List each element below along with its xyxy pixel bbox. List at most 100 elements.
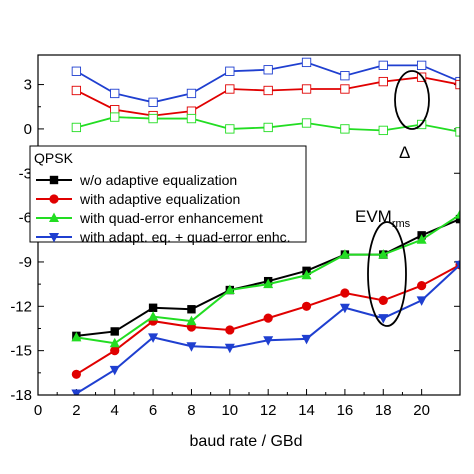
- evm-series-point: [224, 284, 235, 295]
- evm-series-point: [71, 331, 82, 342]
- y-tick-label: -18: [10, 387, 32, 404]
- evm-series-point: [148, 333, 159, 343]
- legend-entries: w/o adaptive equalization with adaptive e…: [36, 172, 291, 245]
- x-tick-label: 6: [149, 402, 157, 419]
- evm-series-point: [378, 249, 389, 259]
- delta-series-point: [378, 76, 388, 87]
- evm-series-point: [187, 305, 196, 314]
- legend-label: with adaptive equalization: [79, 191, 240, 207]
- evm-series-point: [263, 313, 273, 323]
- delta-series-point: [340, 124, 350, 134]
- y-tick-label: -6: [19, 210, 32, 227]
- delta-series-point: [71, 122, 82, 133]
- delta-series-0: [71, 57, 460, 107]
- delta-series-point: [71, 66, 82, 76]
- evm-series-point: [301, 301, 312, 311]
- legend-box: [29, 145, 307, 243]
- delta-series-point: [301, 84, 312, 94]
- axis-ticks: 0 2 4 6 8 10 12 14 16 18 20 3 0 -3 -6 -9 -12 -15 -18: [10, 77, 460, 419]
- legend-entry: w/o adaptive equalization: [36, 172, 237, 188]
- evm-series-point: [224, 343, 235, 354]
- evm-series-point: [416, 296, 427, 306]
- delta-series-point: [186, 88, 197, 99]
- evm-series-point: [416, 234, 427, 244]
- delta-label: Δ: [399, 143, 410, 162]
- evm-series-point: [339, 303, 350, 314]
- annotation-evm: EVMrms: [355, 207, 411, 327]
- delta-series-point: [301, 57, 312, 68]
- delta-series-line: [75, 76, 460, 117]
- x-tick-label: 10: [221, 402, 238, 419]
- evm-ellipse: [367, 221, 407, 327]
- delta-series-point: [416, 60, 427, 70]
- legend: QPSK w/o adaptive equalization with adapt…: [29, 145, 307, 245]
- x-tick-label: 4: [111, 402, 119, 419]
- x-tick-label: 8: [187, 402, 195, 419]
- legend-entry: with adaptive equalization: [36, 191, 240, 207]
- evm-series-point: [417, 281, 427, 291]
- delta-series-point: [148, 113, 158, 124]
- delta-series-point: [186, 113, 197, 124]
- evm-series-point: [71, 389, 82, 395]
- delta-series-2: [71, 112, 460, 137]
- evm-series-point: [263, 336, 274, 346]
- evm-series-point: [71, 369, 81, 379]
- evm-series-point: [455, 260, 460, 271]
- x-tick-label: 2: [72, 402, 80, 419]
- legend-label: with quad-error enhancement: [79, 210, 263, 226]
- x-tick-label: 14: [298, 402, 315, 419]
- evm-series-point: [110, 346, 120, 356]
- legend-entry: with quad-error enhancement: [36, 210, 263, 226]
- legend-swatch-marker: [49, 194, 59, 204]
- evm-series-point: [455, 214, 460, 224]
- evm-series-2: [71, 209, 460, 348]
- evm-series-point: [263, 278, 274, 289]
- delta-series-point: [225, 124, 235, 134]
- evm-series-point: [339, 249, 350, 259]
- evm-series-point: [455, 209, 460, 219]
- delta-series-point: [378, 125, 388, 136]
- delta-series-point: [110, 112, 120, 122]
- legend-swatch-marker: [49, 175, 59, 185]
- y-tick-label: -15: [10, 343, 32, 360]
- y-tick-label: -12: [10, 298, 32, 315]
- delta-series-point: [263, 122, 273, 133]
- evm-label-base: EVM: [355, 207, 392, 226]
- delta-series-point: [340, 84, 350, 94]
- y-tick-label: 0: [24, 121, 32, 138]
- x-tick-label: 0: [34, 402, 42, 419]
- delta-series-point: [263, 85, 273, 96]
- y-tick-label: 3: [24, 77, 32, 94]
- evm-series-point: [186, 315, 197, 326]
- delta-series-point: [225, 66, 235, 76]
- x-axis-title: baud rate / GBd: [190, 433, 303, 450]
- evm-series-point: [148, 303, 158, 312]
- legend-entry: with adapt. eq. + quad-error enhc.: [36, 229, 291, 245]
- evm-label: EVMrms: [355, 207, 411, 230]
- delta-series-point: [148, 97, 158, 107]
- delta-series-point: [71, 85, 82, 96]
- delta-ellipse: [394, 70, 430, 130]
- legend-swatch-marker: [49, 233, 59, 243]
- evm-series-point: [109, 337, 120, 348]
- evm-series-point: [301, 269, 312, 280]
- x-tick-label: 12: [260, 402, 277, 419]
- evm-series-point: [186, 342, 197, 352]
- series-layer: [71, 57, 460, 395]
- evm-series-point: [225, 325, 235, 335]
- delta-series-point: [340, 71, 350, 81]
- x-tick-label: 20: [413, 402, 430, 419]
- evm-series-3: [71, 260, 460, 395]
- evm-series-point: [110, 327, 119, 336]
- x-tick-label: 18: [375, 402, 392, 419]
- y-tick-label: -9: [19, 254, 32, 271]
- legend-title: QPSK: [34, 150, 74, 166]
- x-tick-label: 16: [337, 402, 354, 419]
- evm-series-point: [378, 314, 389, 324]
- delta-series-point: [110, 88, 120, 99]
- evm-label-sub: rms: [392, 218, 411, 230]
- delta-series-point: [263, 65, 273, 75]
- evm-series-point: [340, 288, 350, 298]
- evm-series-point: [109, 365, 120, 376]
